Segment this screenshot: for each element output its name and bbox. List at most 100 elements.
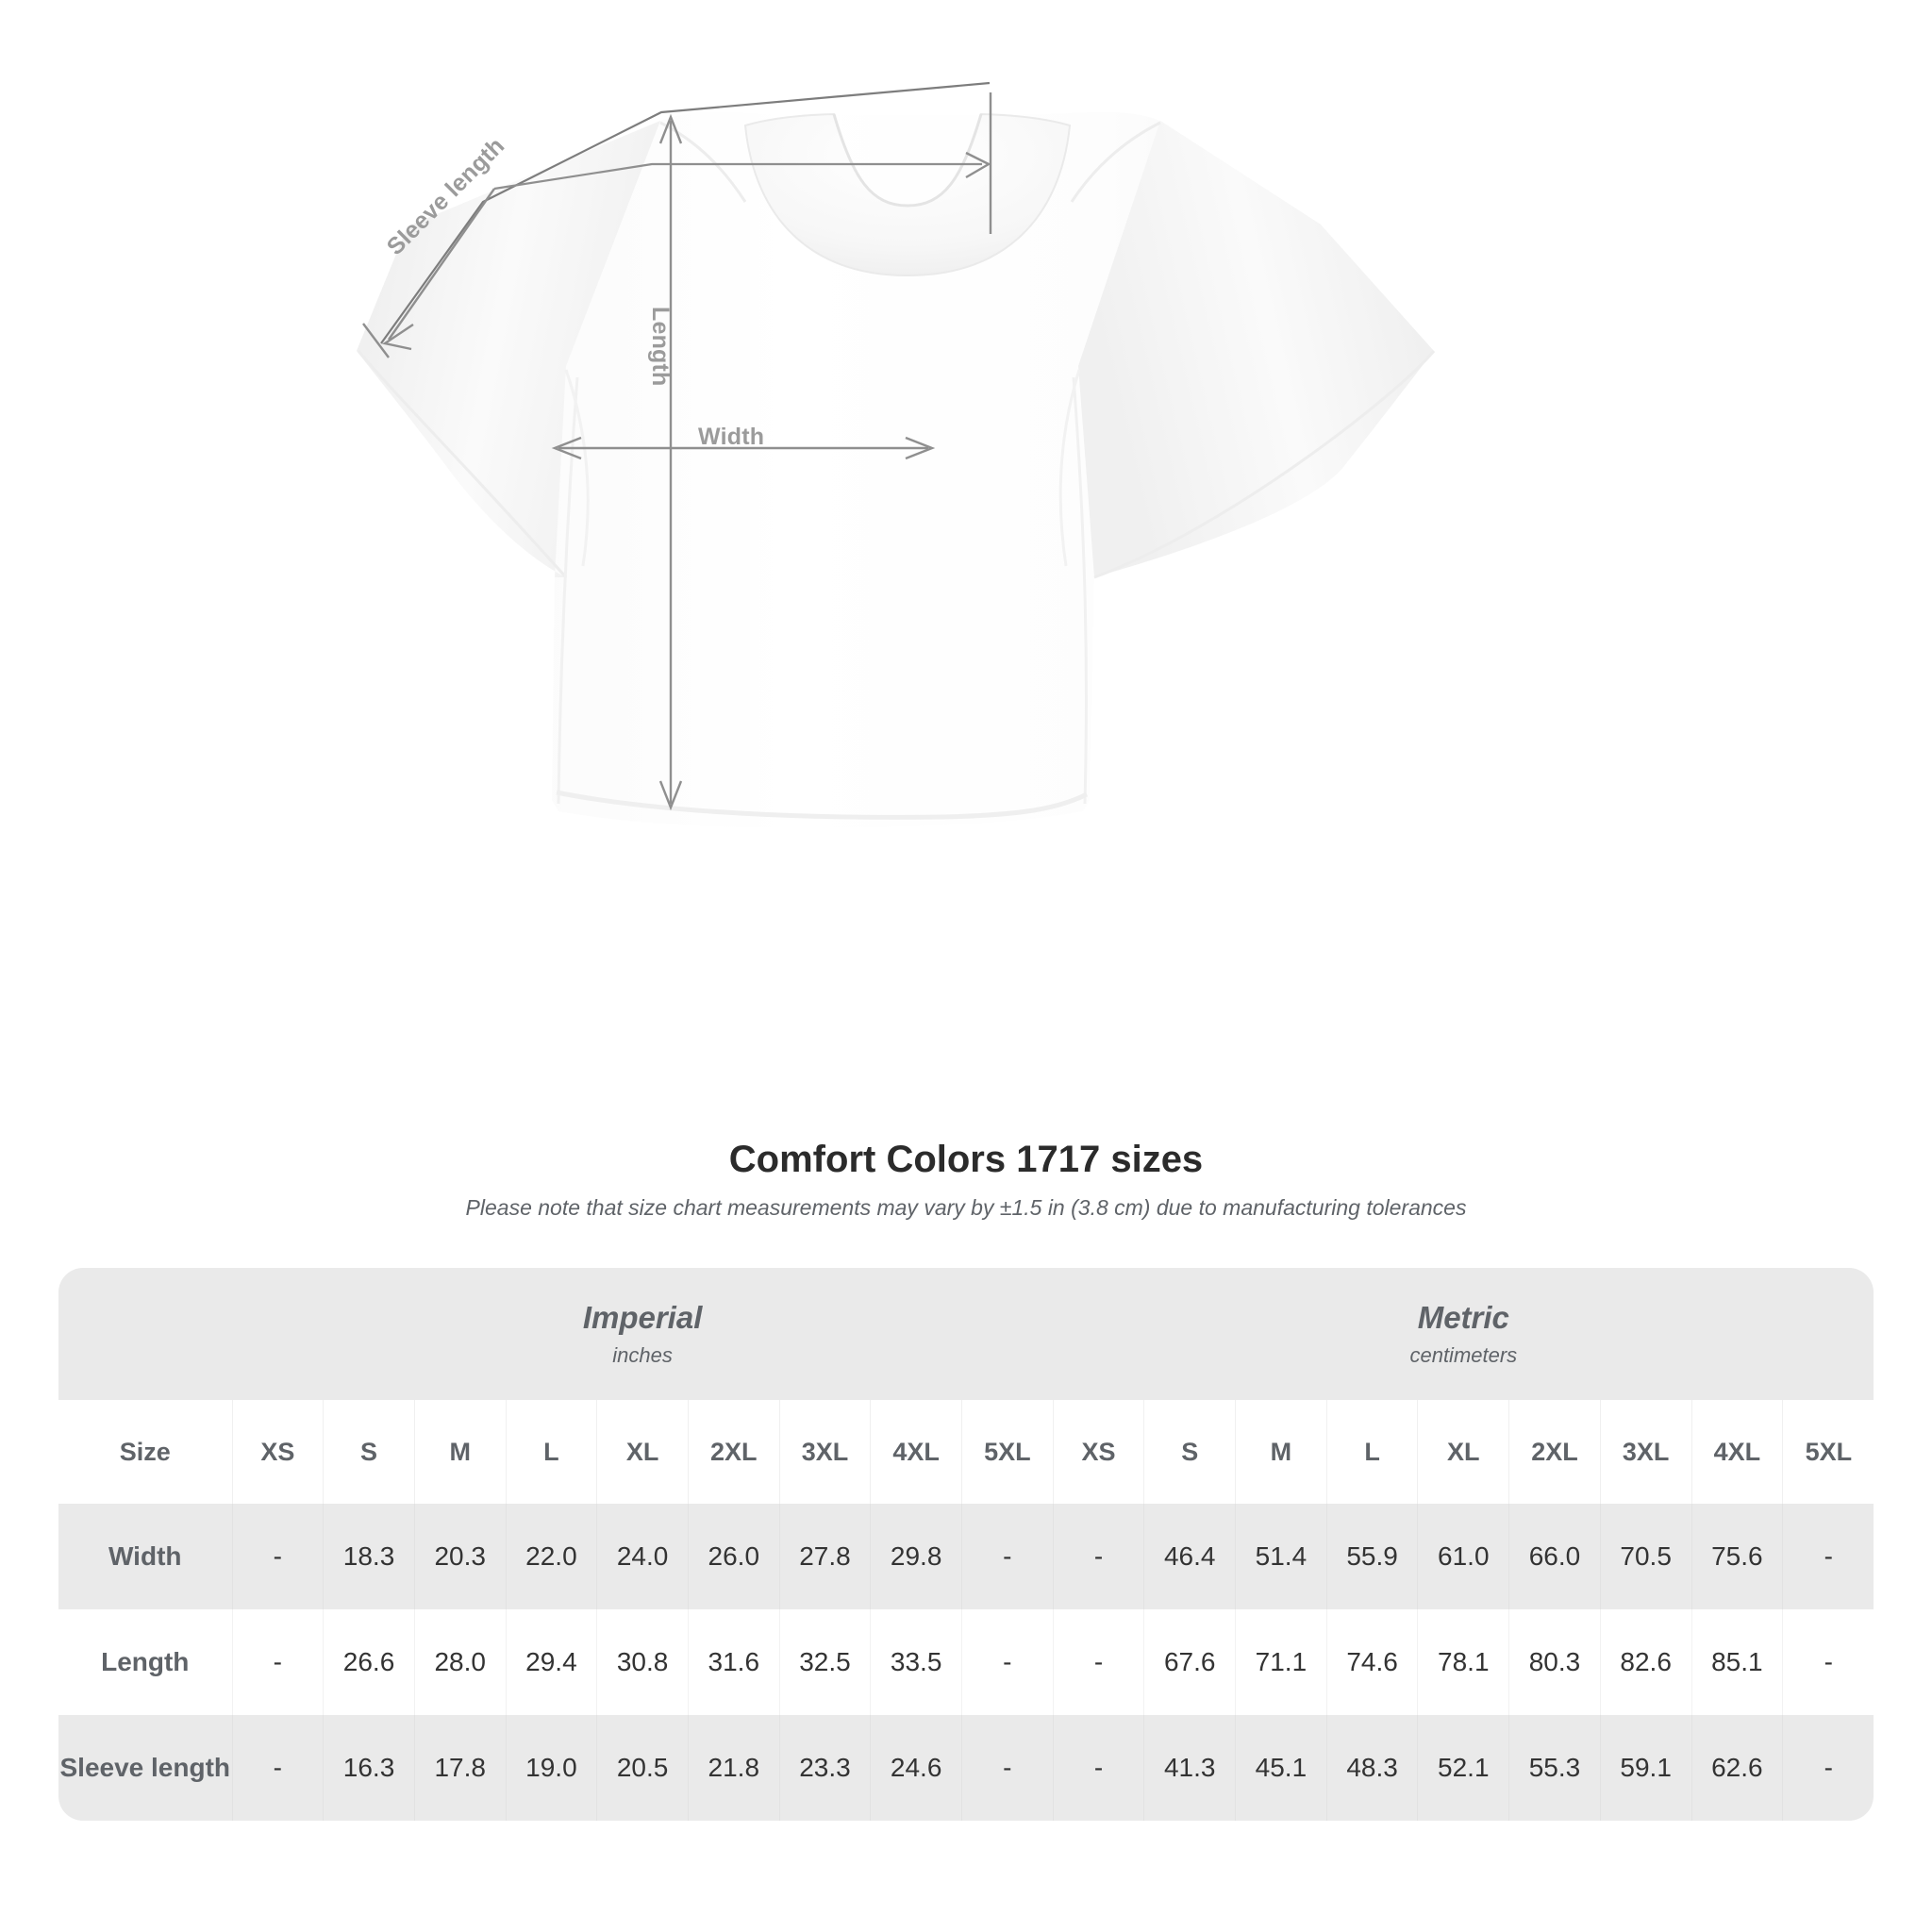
cell: 17.8 — [414, 1715, 507, 1821]
right-sleeve-hem — [1093, 350, 1436, 579]
cell: 18.3 — [323, 1504, 415, 1609]
cell: 31.6 — [688, 1609, 780, 1715]
measurement-annotations — [362, 81, 992, 811]
size-col-header: XS — [1053, 1400, 1145, 1504]
size-chart-table: Imperial inches Metric centimeters Size … — [58, 1268, 1874, 1821]
unit-name-metric: Metric — [1417, 1300, 1509, 1336]
width-label: Width — [698, 424, 765, 450]
shirt-body-group — [357, 111, 1436, 829]
tshirt-diagram: Sleeve length Length Width — [357, 81, 1436, 829]
size-col-header: 2XL — [1508, 1400, 1601, 1504]
cell: 22.0 — [506, 1504, 598, 1609]
cell: 55.3 — [1508, 1715, 1601, 1821]
sleeve-dimension-line — [388, 188, 495, 341]
cell: - — [232, 1609, 325, 1715]
shirt-left-sleeve — [357, 121, 660, 577]
cell: 51.4 — [1235, 1504, 1327, 1609]
size-col-header: 4XL — [870, 1400, 962, 1504]
cell: 45.1 — [1235, 1715, 1327, 1821]
cell: - — [232, 1504, 325, 1609]
unit-sub-imperial: inches — [612, 1342, 673, 1367]
cell: 46.4 — [1143, 1504, 1237, 1609]
shirt-bottom-hem — [556, 790, 1089, 820]
width-arrow-head-left — [551, 436, 582, 460]
table-row: Length - 26.6 28.0 29.4 30.8 31.6 32.5 3… — [58, 1609, 1874, 1715]
unit-sub-metric: centimeters — [1409, 1342, 1518, 1367]
table-row: Sleeve length - 16.3 17.8 19.0 20.5 21.8… — [58, 1715, 1874, 1821]
size-col-header: 3XL — [779, 1400, 872, 1504]
unit-header-metric: Metric centimeters — [1053, 1268, 1874, 1400]
cell: 41.3 — [1143, 1715, 1237, 1821]
row-label: Length — [58, 1609, 233, 1715]
sleeve-top-leader — [493, 162, 982, 191]
cell: 33.5 — [870, 1609, 962, 1715]
length-label: Length — [647, 307, 674, 387]
cell: 26.6 — [323, 1609, 415, 1715]
length-arrow-head-bottom — [658, 780, 683, 811]
cell: 29.8 — [870, 1504, 962, 1609]
size-col-header: XL — [596, 1400, 689, 1504]
unit-header-spacer — [58, 1268, 232, 1400]
size-col-header: M — [414, 1400, 507, 1504]
left-shoulder-seam — [659, 121, 747, 203]
cell: 82.6 — [1600, 1609, 1692, 1715]
cell: 26.0 — [688, 1504, 780, 1609]
right-armhole-seam — [1058, 369, 1081, 567]
cell: 32.5 — [779, 1609, 872, 1715]
cell: 61.0 — [1417, 1504, 1510, 1609]
sleeve-top-arrow-head — [965, 151, 991, 179]
right-shoulder-seam — [1070, 121, 1161, 203]
size-col-header: XL — [1417, 1400, 1510, 1504]
left-body-fold — [557, 376, 579, 805]
cell: 28.0 — [414, 1609, 507, 1715]
size-chart-table-wrap: Imperial inches Metric centimeters Size … — [58, 1268, 1874, 1821]
cell: 52.1 — [1417, 1715, 1510, 1821]
cell: 23.3 — [779, 1715, 872, 1821]
size-col-header: 5XL — [1782, 1400, 1874, 1504]
cell: - — [961, 1504, 1054, 1609]
cell: 66.0 — [1508, 1504, 1601, 1609]
cell: 24.0 — [596, 1504, 689, 1609]
left-armhole-seam — [564, 369, 590, 567]
cell: 19.0 — [506, 1715, 598, 1821]
cell: 16.3 — [323, 1715, 415, 1821]
cell: - — [961, 1715, 1054, 1821]
cell: 55.9 — [1326, 1504, 1419, 1609]
cell: - — [1782, 1609, 1874, 1715]
cell: 48.3 — [1326, 1715, 1419, 1821]
size-col-header: S — [323, 1400, 415, 1504]
page-title: Comfort Colors 1717 sizes — [728, 1139, 1204, 1180]
cell: 29.4 — [506, 1609, 598, 1715]
sleeve-arrow-head — [381, 324, 414, 351]
unit-header-row: Imperial inches Metric centimeters — [58, 1268, 1874, 1400]
cell: 67.6 — [1143, 1609, 1237, 1715]
tshirt-illustration — [357, 81, 1436, 829]
cell: 70.5 — [1600, 1504, 1692, 1609]
size-col-header: 5XL — [961, 1400, 1054, 1504]
cell: - — [1053, 1609, 1145, 1715]
cell: - — [1782, 1715, 1874, 1821]
cell: 21.8 — [688, 1715, 780, 1821]
cell: 62.6 — [1691, 1715, 1784, 1821]
tolerance-note: Please note that size chart measurements… — [465, 1195, 1467, 1220]
size-col-header: L — [1326, 1400, 1419, 1504]
cell: 59.1 — [1600, 1715, 1692, 1821]
cell: 20.3 — [414, 1504, 507, 1609]
size-col-header: L — [506, 1400, 598, 1504]
size-col-header: XS — [232, 1400, 325, 1504]
size-col-header: M — [1235, 1400, 1327, 1504]
chart-heading-block: Comfort Colors 1717 sizes Please note th… — [0, 1137, 1932, 1221]
cell: - — [961, 1609, 1054, 1715]
cell: 74.6 — [1326, 1609, 1419, 1715]
size-header-row: Size XS S M L XL 2XL 3XL 4XL 5XL XS S M … — [58, 1400, 1874, 1504]
shirt-silhouette — [357, 111, 1321, 829]
cell: 80.3 — [1508, 1609, 1601, 1715]
sleeve-end-tick — [362, 323, 390, 358]
width-arrow-head-right — [905, 436, 936, 460]
unit-name-imperial: Imperial — [582, 1300, 703, 1336]
sleeve-contour-line — [380, 81, 991, 344]
left-sleeve-hem — [357, 350, 568, 578]
cell: - — [232, 1715, 325, 1821]
cell: 20.5 — [596, 1715, 689, 1821]
length-arrow-head-top — [658, 113, 683, 144]
